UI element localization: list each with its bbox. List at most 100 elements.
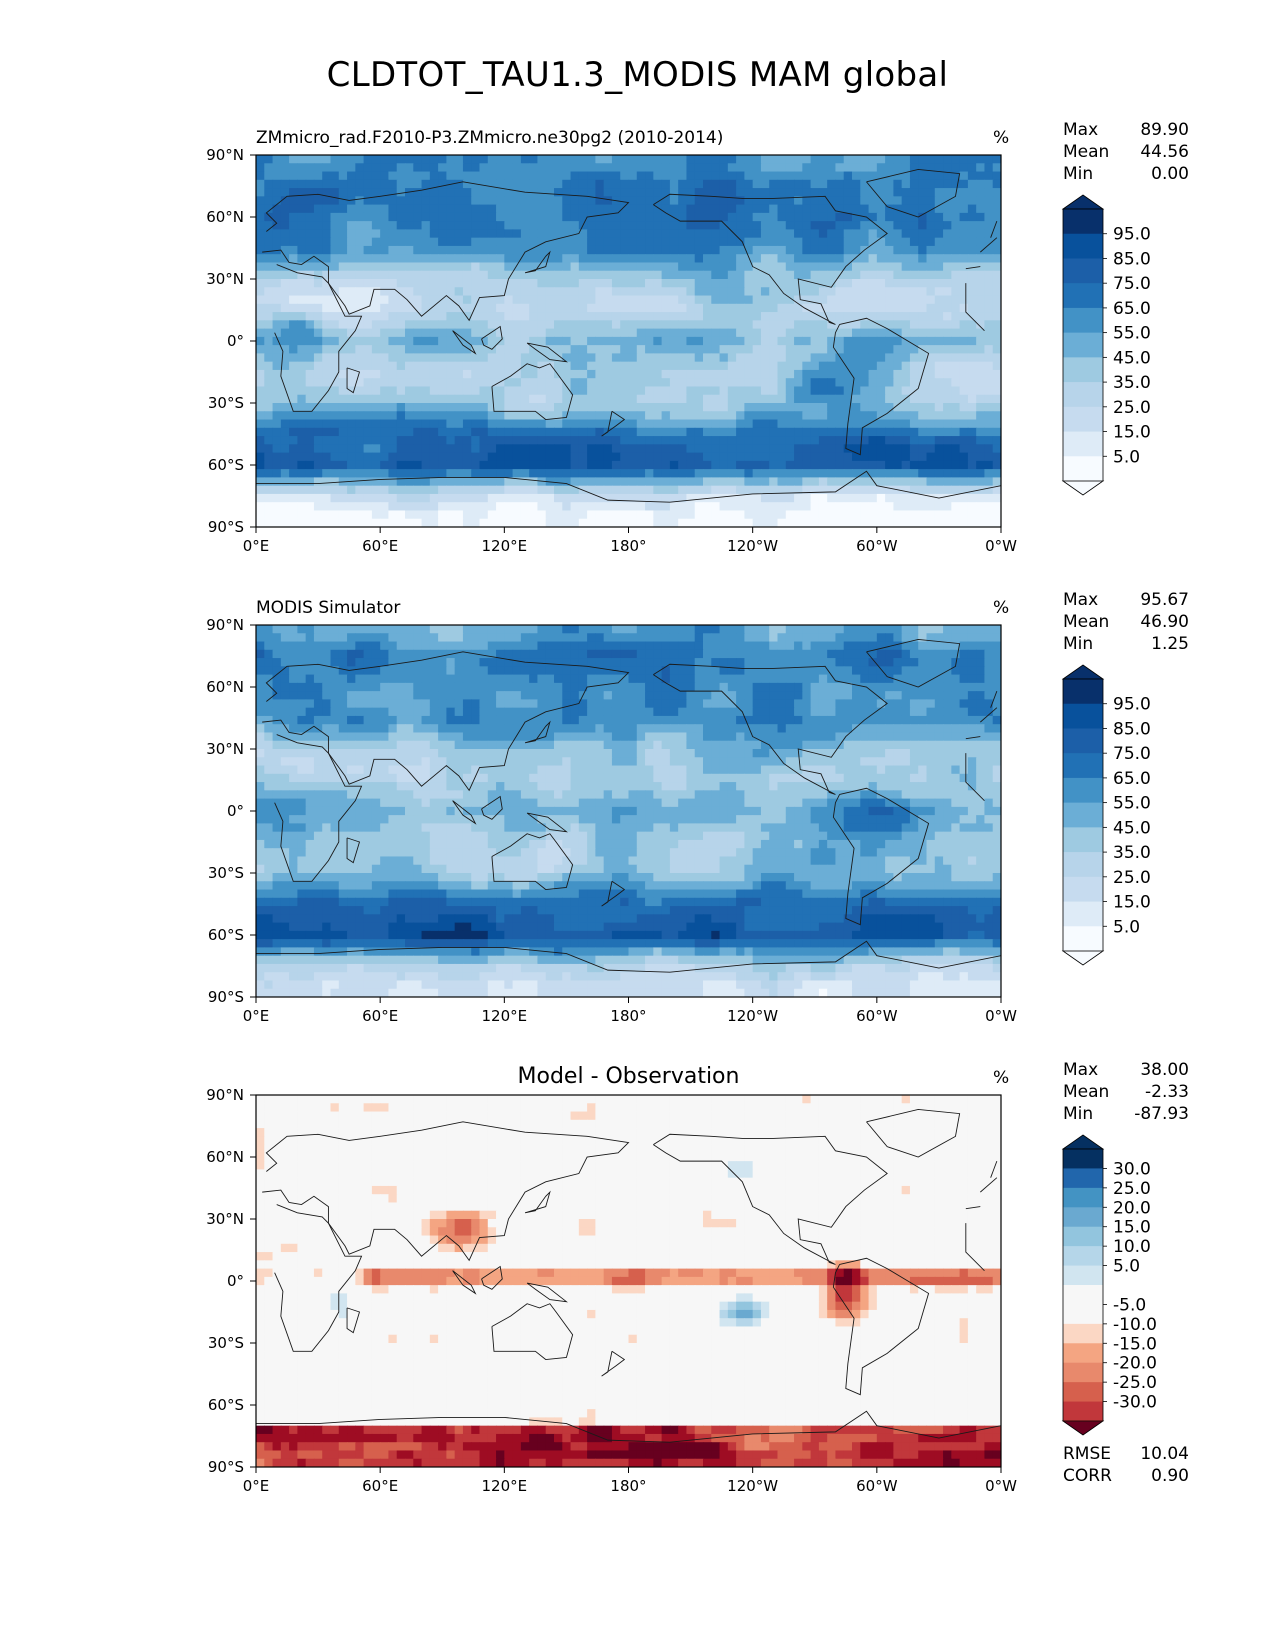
field-cell [727, 171, 737, 181]
field-cell [868, 674, 878, 684]
field-cell [322, 699, 332, 709]
field-cell [653, 666, 663, 676]
field-cell [669, 361, 679, 371]
field-cell [313, 394, 323, 404]
field-cell [363, 625, 373, 634]
field-cell [280, 328, 290, 338]
field-cell [943, 493, 952, 503]
field-cell [893, 641, 903, 651]
field-cell [901, 682, 911, 692]
field-cell [967, 411, 977, 421]
field-cell [852, 163, 861, 173]
field-cell [852, 254, 861, 264]
field-cell [545, 171, 555, 181]
field-cell [976, 460, 986, 470]
field-cell [380, 229, 390, 239]
field-cell [744, 262, 754, 272]
field-cell [338, 345, 348, 354]
field-cell [901, 674, 911, 684]
field-cell [421, 320, 431, 330]
field-cell [313, 345, 323, 354]
field-cell [578, 477, 588, 487]
field-cell [396, 328, 406, 338]
field-cell [620, 287, 630, 297]
field-cell [818, 641, 828, 651]
field-cell [487, 485, 497, 495]
field-cell [901, 287, 911, 297]
field-cell [280, 502, 290, 512]
field-cell [355, 361, 365, 371]
field-cell [504, 625, 514, 634]
field-cell [727, 386, 737, 396]
field-cell [934, 477, 944, 487]
field-cell [297, 649, 307, 659]
field-cell [909, 378, 919, 388]
field-cell [429, 674, 439, 684]
field-cell [984, 229, 994, 239]
field-cell [256, 237, 265, 247]
field-cell [322, 682, 332, 692]
field-cell [446, 436, 456, 445]
field-cell [984, 625, 994, 634]
field-cell [313, 270, 323, 280]
field-cell [562, 237, 572, 247]
field-cell [520, 518, 530, 527]
field-cell [405, 229, 414, 239]
field-cell [529, 179, 539, 189]
field-cell [719, 444, 729, 454]
field-cell [322, 237, 332, 247]
field-cell [901, 649, 911, 659]
field-cell [893, 204, 903, 214]
field-cell [405, 171, 414, 181]
field-cell [421, 493, 431, 503]
field-cell [578, 452, 588, 462]
field-cell [355, 460, 365, 470]
field-cell [868, 295, 878, 305]
field-cell [794, 237, 803, 247]
field-cell [371, 674, 381, 684]
field-cell [363, 493, 373, 503]
field-cell [860, 155, 870, 164]
field-cell [396, 196, 406, 206]
field-cell [380, 633, 390, 643]
field-cell [934, 328, 944, 338]
field-cell [330, 641, 340, 651]
field-cell [777, 493, 787, 503]
field-cell [943, 245, 952, 255]
field-cell [529, 221, 539, 230]
field-cell [256, 328, 265, 338]
field-cell [380, 625, 390, 634]
field-cell [752, 328, 762, 338]
field-cell [611, 254, 621, 264]
field-cell [554, 386, 563, 396]
field-cell [446, 699, 456, 709]
field-cell [959, 691, 969, 700]
field-cell [719, 460, 729, 470]
field-cell [537, 295, 547, 305]
field-cell [669, 254, 679, 264]
field-cell [504, 303, 514, 313]
field-cell [396, 312, 406, 321]
field-cell [421, 394, 431, 404]
field-cell [835, 633, 845, 643]
field-cell [537, 436, 547, 445]
field-cell [405, 444, 414, 454]
field-cell [272, 229, 282, 239]
field-cell [703, 270, 712, 280]
field-cell [264, 245, 274, 255]
field-cell [496, 287, 505, 297]
field-cell [487, 254, 497, 264]
field-cell [603, 485, 613, 495]
field-cell [984, 682, 994, 692]
field-cell [313, 312, 323, 321]
field-cell [760, 369, 770, 379]
field-cell [893, 345, 903, 354]
field-cell [322, 229, 332, 239]
field-cell [421, 469, 431, 478]
field-cell [636, 196, 646, 206]
field-cell [545, 270, 555, 280]
field-cell [537, 196, 547, 206]
field-cell [918, 221, 928, 230]
field-cell [909, 221, 919, 230]
field-cell [496, 345, 505, 354]
